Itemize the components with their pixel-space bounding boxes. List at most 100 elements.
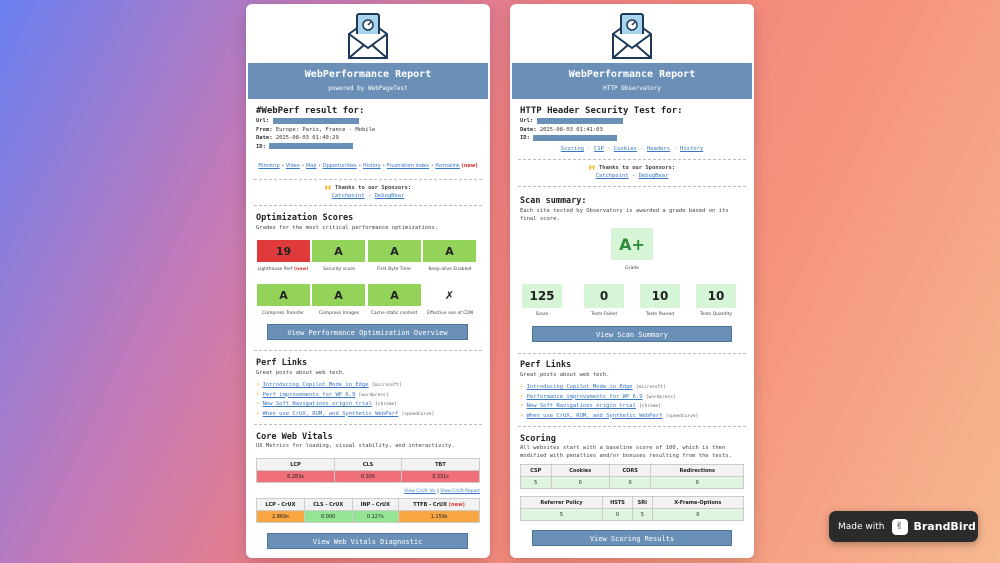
perf-link[interactable]: Introducing Copilot Mode in Edge [262, 382, 369, 388]
ttfb-crux-value: 1.159s [398, 510, 480, 523]
nav-permalink[interactable]: Permalink [435, 163, 460, 169]
th-redirections: Redirections [650, 464, 744, 477]
sponsor-debugbear[interactable]: DebugBear [374, 193, 405, 199]
nav-filmstrip[interactable]: Filmstrip [258, 163, 280, 169]
th-tbt: TBT [400, 458, 481, 471]
th-hsts: HSTS [601, 496, 634, 509]
report-banner: WebPerformance Report powered by WebPage… [248, 63, 488, 99]
nav-frustration-index[interactable]: Frustration index [386, 163, 430, 169]
grade-label: Effective use of CDN [426, 311, 474, 316]
table-header-row: CSP Cookies CORS Redirections [520, 464, 744, 477]
nav-history[interactable]: History [680, 146, 704, 152]
stat-tests-failed: 0 [584, 284, 624, 308]
report-nav: Filmstrip • Video • Map • Opportunities … [258, 163, 478, 169]
view-crux-report-link[interactable]: View CrUX Report [440, 489, 480, 494]
brandbird-logo-icon: ✌ [891, 518, 908, 535]
perf-link[interactable]: New Soft Navigations origin trial [262, 401, 372, 407]
perf-link[interactable]: When use CrUX, RUM, and Synthetic WebPer… [262, 410, 399, 417]
perf-link[interactable]: Introducing Copilot Mode in Edge [526, 384, 633, 390]
link-tag: [chrome] [639, 404, 661, 409]
sponsors-label: 🙌 Thanks to our Sponsors: [588, 165, 676, 171]
nav-csp[interactable]: CSP [593, 146, 604, 152]
th-referrer-policy: Referrer Policy [520, 496, 603, 509]
perf-link[interactable]: When use CrUX, RUM, and Synthetic WebPer… [526, 412, 663, 419]
stat-tests-passed: 10 [640, 284, 680, 308]
result-heading: HTTP Header Security Test for: [520, 106, 683, 116]
referrer-policy-value: 5 [520, 508, 603, 521]
perf-link[interactable]: New Soft Navigations origin trial [526, 403, 636, 409]
banner-subtitle: HTTP Observatory [603, 85, 661, 92]
sponsors: 🙌 Thanks to our Sponsors: Catchpoint - D… [510, 164, 754, 180]
th-ttfb-text: TTFB - CrUX [413, 501, 447, 508]
nav-map[interactable]: Map [305, 163, 317, 169]
scoring-title: Scoring [520, 434, 556, 444]
lightning-icon: ⚡ [256, 391, 260, 398]
link-tag: [wordpress] [645, 394, 676, 400]
view-scan-summary-button[interactable]: View Scan Summary [532, 326, 732, 342]
lightning-icon: ⚡ [520, 412, 524, 419]
date-label: Date: [520, 126, 537, 133]
nav-video[interactable]: Video [285, 163, 300, 169]
perf-links-list: ⚡ Introducing Copilot Mode in Edge [micr… [520, 383, 698, 421]
sponsor-debugbear[interactable]: DebugBear [638, 173, 669, 179]
th-lcp-crux: LCP - CrUX [256, 498, 305, 511]
optimization-desc: Grades for the most critical performance… [256, 225, 439, 231]
divider [254, 350, 482, 351]
nav-scoring[interactable]: Scoring [560, 146, 584, 152]
sponsor-catchpoint[interactable]: Catchpoint [331, 193, 365, 199]
cwv-table: LCP CLS TBT 6.283s 0.305 3.331s [255, 458, 481, 483]
nav-sep: - [673, 146, 677, 152]
nav-sep: - [640, 146, 644, 152]
url-label: Url: [520, 118, 534, 124]
nav-cookies[interactable]: Cookies [613, 146, 637, 152]
grade-label: Cache static content [370, 311, 418, 316]
sponsor-sep: - [632, 173, 636, 179]
sponsor-catchpoint[interactable]: Catchpoint [595, 173, 629, 179]
sponsor-sep: - [368, 193, 372, 199]
view-crux-vis-link[interactable]: View CrUX Vis [404, 489, 436, 494]
nav-opportunities[interactable]: Opportunities [322, 163, 357, 169]
x-frame-options-value: 0 [651, 508, 745, 521]
perf-links-title: Perf Links [520, 360, 572, 370]
perf-links-desc: Great posts about web tech. [520, 372, 610, 378]
scan-summary-title: Scan summary: [520, 196, 587, 206]
perf-link[interactable]: Performance improvements for WP 6.9 [526, 393, 643, 400]
th-inp-crux: INP - CrUX [351, 498, 400, 511]
th-cors: CORS [608, 464, 652, 477]
perf-links-desc: Great posts about web tech. [256, 370, 346, 376]
nav-history[interactable]: History [362, 163, 381, 169]
view-web-vitals-button[interactable]: View Web Vitals Diagnostic [267, 533, 468, 549]
optimization-title: Optimization Scores [256, 213, 354, 223]
nav-headers[interactable]: Headers [646, 146, 671, 152]
list-item: ⚡ When use CrUX, RUM, and Synthetic WebP… [520, 412, 698, 422]
new-badge: (new) [461, 163, 478, 169]
perf-link[interactable]: Perf improvements for WP 6.9 [262, 391, 356, 398]
made-with-brandbird-badge[interactable]: Made with ✌ BrandBird [829, 511, 978, 542]
crux-links: View CrUX Vis | View CrUX Report [404, 489, 480, 494]
th-sri: SRI [632, 496, 653, 509]
view-optimization-overview-button[interactable]: View Performance Optimization Overview [267, 324, 468, 340]
result-heading: #WebPerf result for: [256, 106, 365, 116]
table-header-row: LCP CLS TBT [255, 458, 481, 471]
view-scoring-results-button[interactable]: View Scoring Results [532, 530, 732, 546]
grade-label: Keep-alive Enabled [428, 267, 472, 272]
table-row: 5 0 0 0 [520, 476, 744, 489]
cls-crux-value: 0.000 [303, 510, 353, 523]
report-banner: WebPerformance Report HTTP Observatory [512, 63, 752, 99]
hsts-value: 0 [601, 508, 634, 521]
link-tag: [microsoft] [635, 385, 666, 390]
redacted-id [533, 134, 618, 141]
cls-value: 0.305 [334, 470, 402, 483]
banner-title: WebPerformance Report [304, 69, 432, 80]
divider [518, 186, 746, 187]
divider [254, 205, 482, 206]
id-label: ID: [256, 143, 266, 150]
table-header-row: LCP - CrUX CLS - CrUX INP - CrUX TTFB - … [256, 498, 480, 511]
grade-cache-static: A [368, 284, 421, 306]
new-badge: (new) [293, 267, 309, 272]
link-tag: [wordpress] [358, 392, 389, 398]
scan-summary-desc: Each site tested by Observatory is award… [520, 208, 729, 222]
made-with-label: Made with [838, 521, 885, 532]
link-tag: [microsoft] [371, 383, 402, 388]
link-tag: [chrome] [375, 402, 397, 407]
